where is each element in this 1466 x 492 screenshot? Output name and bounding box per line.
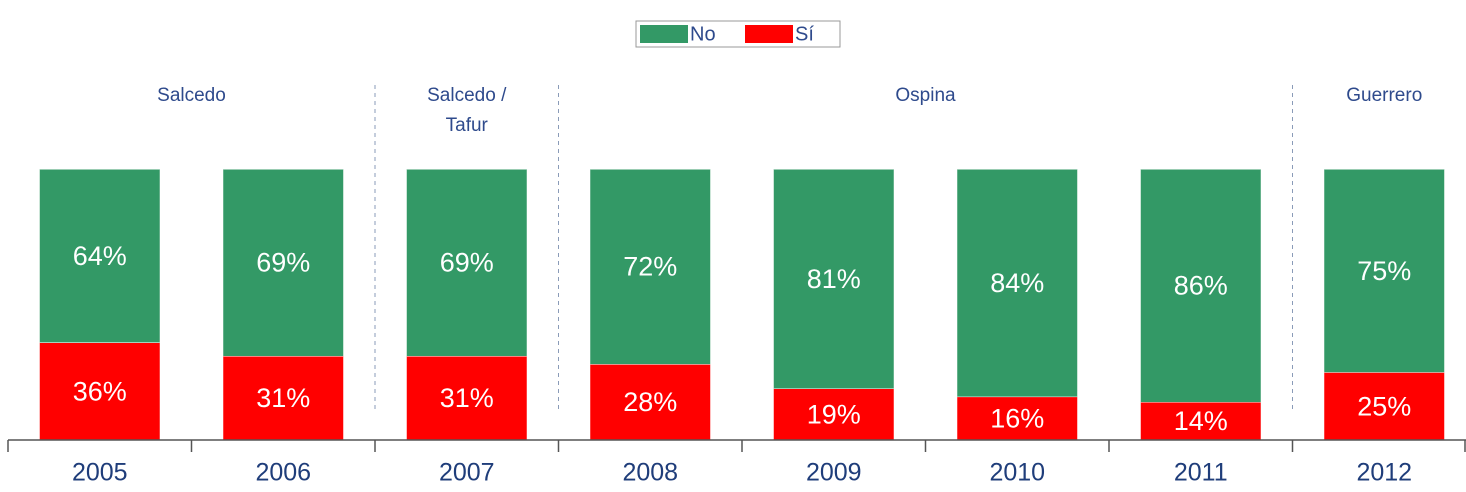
- x-tick-label: 2009: [806, 459, 862, 487]
- data-label: 75%: [1357, 256, 1411, 286]
- bar-segment: [406, 355, 527, 440]
- bar-segment: [1140, 169, 1261, 403]
- bar-segment: [957, 396, 1078, 440]
- x-tick-label: 2005: [72, 459, 128, 487]
- bar-segment: [39, 169, 160, 343]
- legend-label: No: [690, 23, 716, 45]
- data-label: 72%: [623, 252, 677, 282]
- group-label: Salcedo: [157, 85, 226, 106]
- data-label: 69%: [256, 248, 310, 278]
- bar-segment: [223, 169, 344, 356]
- x-tick-label: 2011: [1174, 459, 1228, 487]
- data-label: 28%: [623, 387, 677, 417]
- data-label: 16%: [990, 403, 1044, 433]
- bar-segment: [406, 169, 527, 356]
- data-label: 31%: [256, 383, 310, 413]
- data-label: 64%: [73, 241, 127, 271]
- bar-segment: [39, 342, 160, 440]
- bar-segment: [1140, 402, 1261, 440]
- bar-segment: [1324, 169, 1445, 373]
- legend-swatch: [640, 25, 688, 43]
- bar-segment: [957, 169, 1078, 397]
- legend-swatch: [745, 25, 793, 43]
- bar-segment: [1324, 372, 1445, 440]
- data-label: 69%: [440, 248, 494, 278]
- bar-segment: [590, 169, 711, 365]
- group-label: Tafur: [446, 115, 489, 136]
- x-tick-label: 2007: [439, 459, 495, 487]
- x-tick-label: 2008: [622, 459, 678, 487]
- data-label: 84%: [990, 268, 1044, 298]
- group-label: Ospina: [895, 85, 956, 106]
- x-tick-label: 2006: [255, 459, 311, 487]
- x-tick-label: 2010: [989, 459, 1045, 487]
- bar-segment: [590, 364, 711, 440]
- data-label: 31%: [440, 383, 494, 413]
- x-tick-label: 2012: [1356, 459, 1412, 487]
- bar-segment: [773, 388, 894, 440]
- data-label: 81%: [807, 264, 861, 294]
- group-label: Salcedo /: [427, 85, 507, 106]
- data-label: 25%: [1357, 391, 1411, 421]
- data-label: 19%: [807, 399, 861, 429]
- data-label: 86%: [1174, 271, 1228, 301]
- legend-label: Sí: [795, 23, 814, 45]
- bar-segment: [223, 355, 344, 440]
- bar-segment: [773, 169, 894, 389]
- group-label: Guerrero: [1346, 85, 1422, 106]
- data-label: 36%: [73, 376, 127, 406]
- data-label: 14%: [1174, 406, 1228, 436]
